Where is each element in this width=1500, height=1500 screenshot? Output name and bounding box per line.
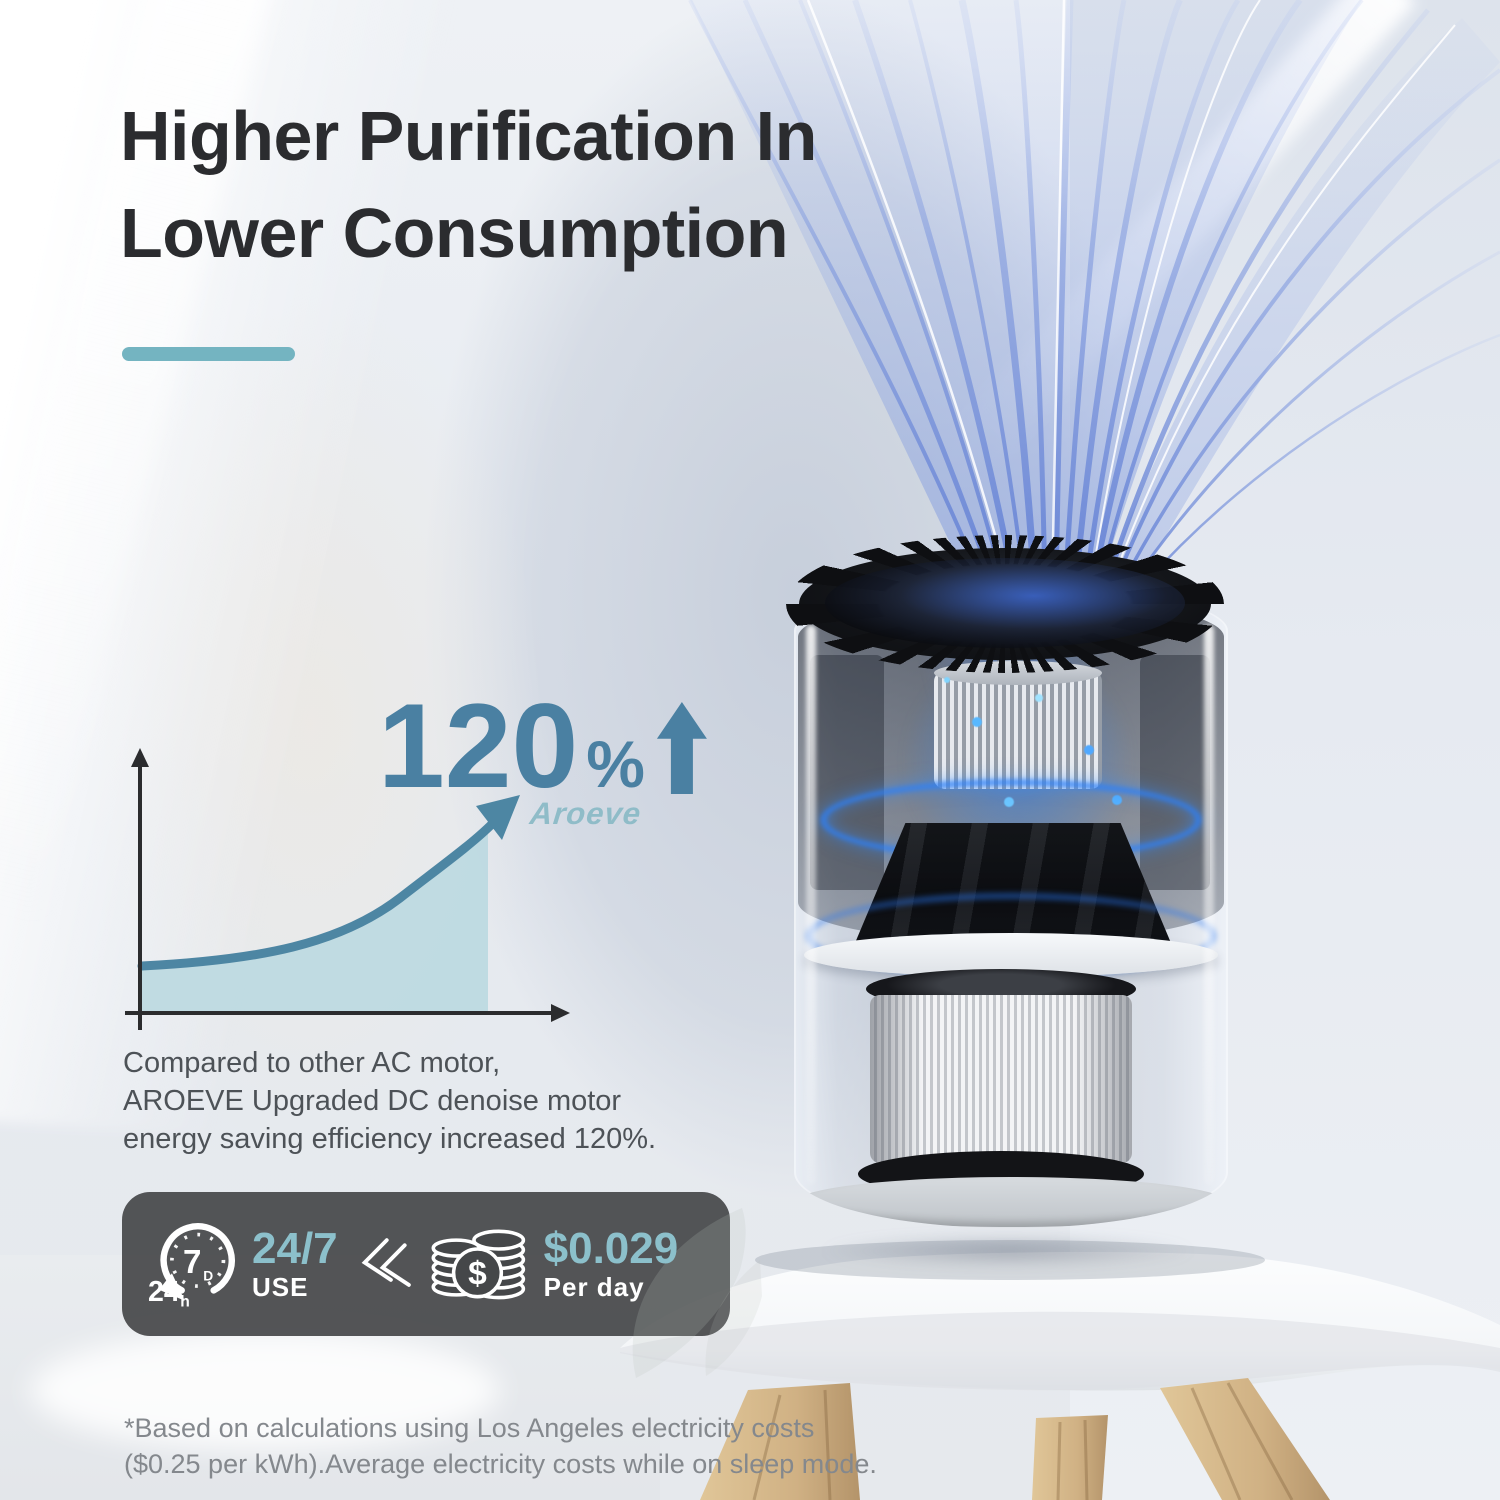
badge-content: 7 D 24 h 24/7 USE [148,1216,678,1312]
stat-percent: % [586,727,645,801]
chart-area-fill [142,830,488,1011]
efficiency-stat: 120 % [378,679,707,813]
use-value: 24/7 [252,1224,338,1273]
description-line-1: Compared to other AC motor, [123,1047,501,1079]
purifier-dc-motor [934,661,1102,789]
chart-curve-arrowhead [476,795,520,840]
glass-highlight-right [1204,625,1214,1185]
chart-curve [137,819,497,971]
description-line-2: AROEVE Upgraded DC denoise motor [123,1085,622,1117]
purifier-bracket-right [1140,655,1210,890]
purifier-top-cap [799,548,1211,660]
accent-underline [122,347,295,361]
hepa-filter [870,995,1132,1163]
table-legs [700,1378,1330,1500]
purifier-glass-body [794,585,1228,1228]
clock-hours-unit: h [180,1293,190,1310]
use-label: USE [252,1272,309,1302]
glass-highlight-left [806,625,816,1185]
coins-icon: $ [431,1229,525,1300]
growth-chart [125,748,570,1030]
chart-axes [125,762,558,1030]
cost-value: $0.029 [543,1224,679,1273]
cost-block: $0.029 Per day [543,1224,679,1303]
footnote-line-2: ($0.25 per kWh).Average electricity cost… [124,1449,877,1479]
up-arrow-icon [656,702,707,794]
x-axis-arrow [551,1004,570,1022]
clock-hours-value: 24 [148,1276,180,1308]
coin-dollar-symbol: $ [468,1255,487,1292]
use-block: 24/7 USE [252,1224,338,1303]
description-line-3: energy saving efficiency increased 120%. [123,1123,657,1155]
wooden-table [620,1240,1500,1500]
footnote-text: *Based on calculations using Los Angeles… [124,1410,877,1482]
background-light-blob [30,1330,500,1450]
description-text: Compared to other AC motor, AROEVE Upgra… [123,1044,656,1158]
footnote-line-1: *Based on calculations using Los Angeles… [124,1413,815,1443]
page-title: Higher Purification In Lower Consumption [120,88,817,282]
cost-label: Per day [543,1272,645,1302]
air-purifier [758,540,1258,1274]
much-less-than-icon [361,1238,411,1287]
title-line-1: Higher Purification In [120,97,817,175]
title-line-2: Lower Consumption [120,194,789,272]
purifier-glow-particles [944,677,950,683]
clock-days-value: 7 [183,1244,201,1281]
purifier-bracket-left [810,655,884,890]
clock-24-7-icon: 7 D 24 h [148,1223,235,1310]
purifier-shadow [758,1228,1258,1274]
y-axis-arrow [131,748,149,767]
stat-value: 120 [378,679,579,813]
clock-days-unit: D [203,1269,213,1284]
cost-comparison-badge: 7 D 24 h 24/7 USE [122,1192,762,1378]
purifier-base [796,1177,1226,1227]
